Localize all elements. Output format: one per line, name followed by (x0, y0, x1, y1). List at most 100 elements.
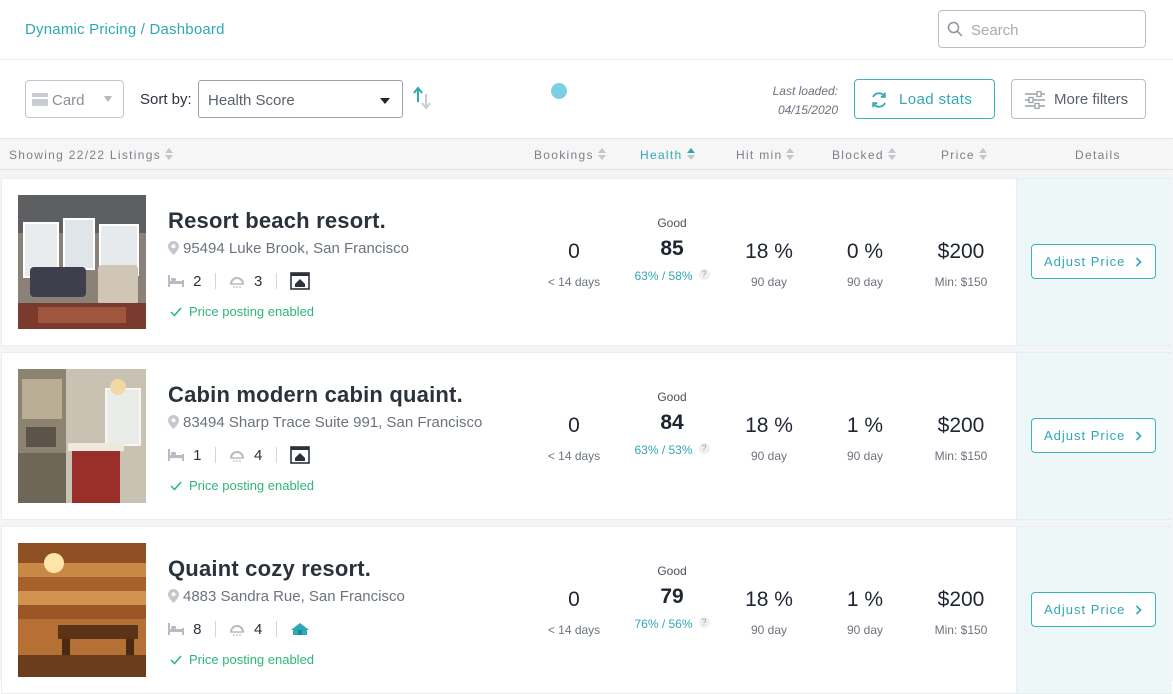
villa-icon (290, 623, 309, 636)
price-posting-text: Price posting enabled (189, 478, 315, 493)
adjust-price-button[interactable]: Adjust Price (1031, 244, 1156, 279)
price-posting-status: Price posting enabled (170, 652, 314, 667)
sort-icon (165, 148, 174, 160)
column-hit-min[interactable]: Hit min (736, 148, 795, 162)
bookings-metric: 0 < 14 days (531, 414, 617, 463)
beds-count: 2 (193, 272, 202, 290)
sort-by-select[interactable]: Health Score (198, 80, 403, 118)
column-health[interactable]: Health (640, 148, 695, 162)
column-bookings[interactable]: Bookings (534, 148, 606, 162)
map-pin-icon (168, 241, 179, 255)
baths-count: 4 (254, 620, 263, 638)
price-posting-status: Price posting enabled (170, 478, 314, 493)
help-icon[interactable]: ? (698, 443, 710, 454)
sort-icon (887, 148, 896, 160)
listing-card[interactable]: Quaint cozy resort. 4883 Sandra Rue, San… (1, 526, 1017, 694)
refresh-icon (872, 92, 886, 108)
listing-amenities: 1 4 (168, 446, 310, 466)
shower-icon (229, 277, 244, 288)
listing-amenities: 2 3 (168, 272, 310, 292)
price-value: $200 (937, 240, 985, 263)
hit-min-value: 18 % (745, 588, 793, 611)
column-blocked[interactable]: Blocked (832, 148, 896, 162)
beds-count: 8 (193, 620, 202, 638)
search-input[interactable] (971, 20, 1136, 40)
price-value: $200 (937, 414, 985, 437)
help-icon[interactable]: ? (698, 269, 710, 280)
baths-count: 3 (254, 272, 263, 290)
blocked-metric: 1 % 90 day (820, 414, 910, 463)
chevron-down-icon (380, 98, 390, 104)
price-metric: $200 Min: $150 (916, 588, 1006, 637)
search-icon (947, 21, 963, 37)
listing-row: Quaint cozy resort. 4883 Sandra Rue, San… (0, 518, 1173, 694)
map-pin-icon (168, 415, 179, 429)
map-pin-icon (168, 589, 179, 603)
blocked-value: 1 % (846, 588, 884, 611)
health-ratio: 76% / 56% (634, 617, 693, 631)
listing-photo[interactable] (18, 543, 146, 677)
hit-min-metric: 18 % 90 day (724, 240, 814, 289)
column-showing[interactable]: Showing 22/22 Listings (9, 148, 174, 162)
health-ratio: 63% / 58% (634, 269, 693, 283)
column-price[interactable]: Price (941, 148, 987, 162)
bed-icon (168, 275, 184, 288)
health-ratio: 63% / 53% (634, 443, 693, 457)
listing-name[interactable]: Cabin modern cabin quaint. (168, 382, 463, 407)
hit-min-period: 90 day (750, 623, 788, 637)
help-icon[interactable]: ? (698, 617, 710, 628)
listing-row: Cabin modern cabin quaint. 83494 Sharp T… (0, 344, 1173, 520)
column-price-label: Price (941, 148, 975, 162)
checkmark-icon (170, 481, 182, 491)
sort-asc-icon (686, 148, 695, 160)
checkmark-icon (170, 655, 182, 665)
bookings-value: 0 (568, 588, 580, 611)
hit-min-value: 18 % (745, 414, 793, 437)
blocked-metric: 0 % 90 day (820, 240, 910, 289)
health-score: 79 (660, 585, 684, 608)
sort-direction-icon[interactable] (412, 86, 432, 110)
bookings-metric: 0 < 14 days (531, 240, 617, 289)
listing-address: 95494 Luke Brook, San Francisco (168, 240, 409, 257)
chevron-down-icon (104, 96, 112, 102)
blocked-value: 1 % (846, 414, 884, 437)
bookings-value: 0 (568, 240, 580, 263)
listing-card[interactable]: Cabin modern cabin quaint. 83494 Sharp T… (1, 352, 1017, 520)
adjust-price-button[interactable]: Adjust Price (1031, 418, 1156, 453)
last-loaded-date: 04/15/2020 (777, 103, 838, 117)
adjust-price-label: Adjust Price (1044, 254, 1126, 269)
hit-min-value: 18 % (745, 240, 793, 263)
address-text: 95494 Luke Brook, San Francisco (183, 240, 409, 257)
health-tag: Good (657, 564, 687, 578)
listing-name[interactable]: Quaint cozy resort. (168, 556, 372, 581)
price-value: $200 (937, 588, 985, 611)
bookings-metric: 0 < 14 days (531, 588, 617, 637)
listing-name[interactable]: Resort beach resort. (168, 208, 386, 233)
sort-by-value: Health Score (208, 92, 295, 109)
blocked-value: 0 % (846, 240, 884, 263)
sort-icon (597, 148, 606, 160)
breadcrumb[interactable]: Dynamic Pricing / Dashboard (25, 21, 225, 38)
listing-photo[interactable] (18, 195, 146, 329)
address-text: 4883 Sandra Rue, San Francisco (183, 588, 405, 605)
price-min: Min: $150 (934, 623, 988, 637)
adjust-price-button[interactable]: Adjust Price (1031, 592, 1156, 627)
listing-card[interactable]: Resort beach resort. 95494 Luke Brook, S… (1, 178, 1017, 346)
health-score: 85 (660, 237, 684, 260)
listing-photo[interactable] (18, 369, 146, 503)
price-min: Min: $150 (934, 275, 988, 289)
listing-address: 83494 Sharp Trace Suite 991, San Francis… (168, 414, 482, 431)
hit-min-metric: 18 % 90 day (724, 588, 814, 637)
shower-icon (229, 625, 244, 636)
load-stats-button[interactable]: Load stats (854, 79, 995, 119)
blocked-period: 90 day (846, 623, 884, 637)
chevron-right-icon (1135, 431, 1142, 441)
adjust-price-label: Adjust Price (1044, 428, 1126, 443)
load-stats-label: Load stats (899, 91, 973, 108)
sort-icon (786, 148, 795, 160)
view-mode-select[interactable]: Card (25, 80, 124, 118)
showing-count: Showing 22/22 Listings (9, 148, 162, 162)
more-filters-button[interactable]: More filters (1011, 79, 1146, 119)
bookings-value: 0 (568, 414, 580, 437)
search-box[interactable] (938, 10, 1146, 48)
